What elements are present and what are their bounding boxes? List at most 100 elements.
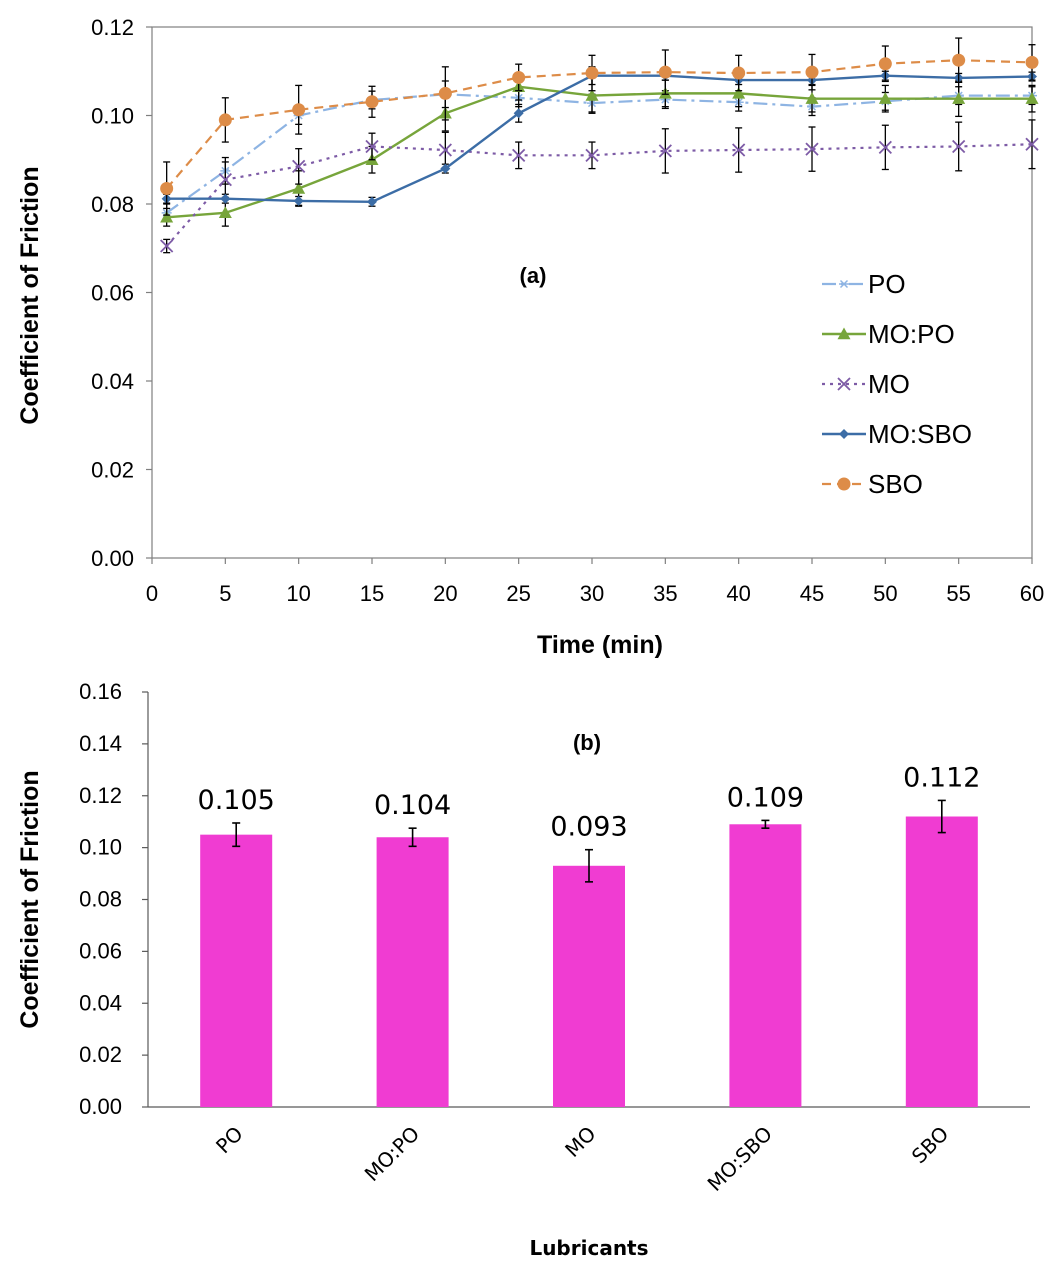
legend-label: MO: [868, 369, 910, 399]
y-axis-title: Coefficient of Friction: [16, 166, 44, 424]
x-tick-label: 0: [146, 581, 158, 606]
x-tick-label: 25: [506, 581, 530, 606]
data-point: [732, 143, 746, 157]
data-point: [732, 86, 746, 99]
legend-label: MO:SBO: [868, 419, 972, 449]
legend-label: MO:PO: [868, 319, 955, 349]
data-point: [585, 89, 599, 101]
x-axis-title: Lubricants: [529, 1236, 648, 1260]
x-tick-label: 20: [433, 581, 457, 606]
data-point: [367, 196, 377, 207]
bar-value-label: 0.109: [727, 782, 804, 813]
data-point: [512, 148, 526, 162]
bar: [729, 824, 802, 1107]
data-point: [1025, 137, 1039, 151]
data-point: [218, 173, 232, 187]
data-point: [878, 140, 892, 154]
y-tick-label: 0.12: [79, 783, 122, 808]
y-tick-label: 0.08: [91, 192, 134, 217]
data-point: [878, 92, 892, 104]
data-point: [365, 95, 379, 109]
x-tick-label: 60: [1020, 581, 1044, 606]
data-point: [292, 103, 306, 117]
y-tick-label: 0.12: [91, 15, 134, 40]
bar-value-label: 0.093: [550, 812, 627, 843]
data-point: [585, 66, 599, 80]
panel-label-b: (b): [573, 730, 601, 755]
x-tick-label: 40: [726, 581, 750, 606]
bar-value-label: 0.112: [903, 762, 980, 793]
data-point: [365, 139, 379, 154]
data-point: [658, 65, 672, 79]
data-point: [218, 206, 232, 219]
data-point: [438, 143, 452, 157]
data-point: [952, 53, 966, 67]
legend-swatch-marker: [837, 477, 851, 491]
legend-label: PO: [868, 269, 906, 299]
x-tick-label: 15: [360, 581, 384, 606]
bar: [376, 837, 449, 1107]
legend-swatch-marker: [839, 279, 849, 289]
y-axis-title: Coefficient of Friction: [16, 770, 44, 1028]
data-point: [732, 66, 746, 80]
data-point: [220, 193, 231, 204]
x-tick-label: 50: [873, 581, 897, 606]
data-point: [805, 65, 819, 79]
x-tick-label: 55: [946, 581, 970, 606]
data-point: [160, 210, 174, 223]
y-tick-label: 0.02: [79, 1042, 122, 1067]
data-point: [585, 148, 599, 162]
y-tick-label: 0.00: [91, 546, 134, 571]
y-tick-label: 0.08: [79, 887, 122, 912]
data-point: [160, 182, 174, 196]
data-point: [878, 57, 892, 71]
legend: PO MO:PO MO MO:SBO SBO: [822, 269, 972, 499]
y-tick-label: 0.04: [79, 990, 122, 1015]
bar-group: 0.109: [727, 782, 804, 1107]
category-label: MO: [560, 1122, 600, 1162]
data-point: [292, 182, 306, 194]
data-point: [1025, 92, 1039, 104]
data-point: [805, 142, 819, 156]
y-tick-label: 0.14: [79, 731, 122, 756]
series-mo-po: [160, 72, 1039, 227]
series-line: [165, 143, 1033, 247]
bar-group: 0.104: [374, 790, 451, 1107]
category-label: PO: [211, 1122, 248, 1159]
category-label: MO:PO: [360, 1122, 424, 1186]
chart-b-bar: 0.00 0.02 0.04 0.06 0.08 0.10 0.12 0.14 0.16 Coef…: [16, 679, 1030, 1260]
series-mo: [160, 119, 1039, 254]
y-tick-label: 0.06: [79, 938, 122, 963]
data-point: [952, 92, 966, 104]
x-tick-label: 30: [580, 581, 604, 606]
series-mo-sbo: [161, 66, 1037, 207]
data-point: [512, 70, 526, 84]
legend-swatch-marker: [839, 429, 849, 439]
legend-label: SBO: [868, 469, 923, 499]
data-point: [293, 195, 304, 206]
data-point: [658, 144, 672, 158]
bar-group: 0.093: [550, 812, 628, 1107]
y-tick-label: 0.10: [91, 104, 134, 129]
y-tick-label: 0.10: [79, 835, 122, 860]
x-axis-title: Time (min): [537, 631, 663, 659]
bar: [553, 865, 625, 1107]
data-point: [952, 139, 966, 154]
data-point: [440, 163, 451, 174]
x-tick-label: 45: [800, 581, 824, 606]
y-tick-label: 0.00: [79, 1094, 122, 1119]
y-tick-label: 0.04: [91, 369, 134, 394]
panel-label-a: (a): [520, 263, 547, 288]
data-point: [513, 108, 524, 119]
category-label: MO:SBO: [703, 1122, 777, 1196]
series-sbo: [160, 37, 1039, 216]
chart-a-line: 0.00 0.02 0.04 0.06 0.08 0.10 0.12 0 5 10 15 20 25 30…: [16, 15, 1044, 659]
data-point: [438, 86, 452, 100]
data-point: [160, 239, 174, 253]
y-tick-label: 0.06: [91, 281, 134, 306]
bar: [200, 834, 273, 1107]
bar-value-label: 0.104: [374, 790, 451, 821]
data-point: [1025, 55, 1039, 69]
data-point: [292, 159, 306, 174]
